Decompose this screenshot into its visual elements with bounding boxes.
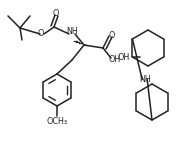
- Text: O: O: [53, 10, 59, 19]
- Text: O: O: [38, 29, 44, 39]
- Text: *: *: [84, 44, 86, 49]
- Text: OCH₃: OCH₃: [46, 117, 67, 127]
- Text: O: O: [109, 31, 115, 39]
- Text: NH: NH: [139, 75, 151, 84]
- Text: NH: NH: [66, 27, 78, 37]
- Text: OH: OH: [109, 56, 121, 64]
- Text: OH: OH: [117, 53, 129, 61]
